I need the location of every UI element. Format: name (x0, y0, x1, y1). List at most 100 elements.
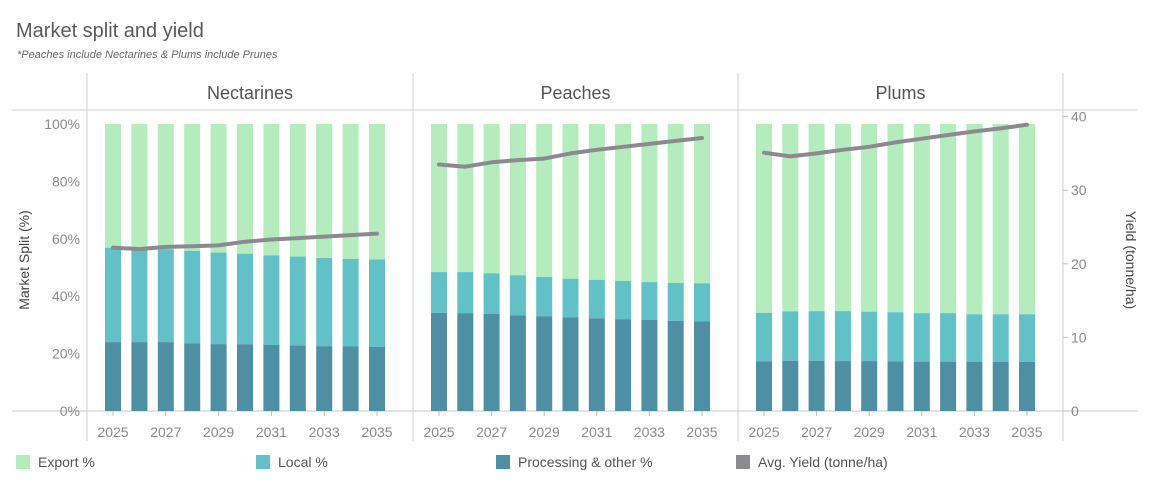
bar-processing (782, 360, 799, 411)
bar-local (1019, 314, 1035, 362)
bar-local (913, 313, 930, 362)
bar-processing (615, 319, 632, 411)
x-tick-label: 2033 (959, 424, 990, 440)
y-right-axis-label: Yield (tonne/ha) (1123, 211, 1139, 309)
x-tick-label: 2025 (97, 424, 128, 440)
legend-item-processing[interactable]: Processing & other % (496, 454, 653, 470)
bar-export (834, 124, 851, 312)
bar-processing (263, 344, 280, 411)
bar-processing (369, 346, 385, 411)
bar-local (131, 248, 148, 343)
legend-label-yield: Avg. Yield (tonne/ha) (758, 454, 888, 470)
legend-swatch-export (16, 455, 30, 469)
bar-processing (562, 317, 579, 411)
bar-local (342, 258, 359, 347)
axis-layer: 0% 20% 40% 60% 80% 100% 0 10 20 30 40 Nectarines 202… (44, 83, 1087, 440)
bar-processing (483, 313, 500, 411)
x-tick-label: 2035 (686, 424, 717, 440)
x-tick-label: 2031 (906, 424, 937, 440)
bar-local (237, 253, 253, 345)
bar-export (509, 124, 526, 276)
bar-export (913, 124, 930, 314)
bar-export (237, 124, 253, 254)
chart-subtitle: *Peaches include Nectarines & Plums incl… (17, 49, 278, 61)
yield-line (437, 136, 704, 169)
yield-line (111, 231, 379, 252)
legend-label-export: Export % (38, 454, 95, 470)
legend-swatch-yield (736, 455, 750, 469)
x-tick-label: 2027 (476, 424, 507, 440)
bar-export (756, 124, 772, 313)
legend-swatch-processing (496, 455, 510, 469)
bar-local (992, 314, 1009, 362)
bar-local (483, 273, 500, 314)
legend-label-processing: Processing & other % (518, 454, 653, 470)
bar-export (105, 124, 121, 248)
bar-export (667, 124, 684, 283)
bar-export (940, 124, 957, 314)
bar-processing (157, 342, 174, 411)
bar-local (289, 256, 306, 346)
x-tick-label: 2027 (150, 424, 181, 440)
bar-export (782, 124, 799, 312)
bar-processing (887, 361, 904, 411)
bar-local (316, 258, 333, 347)
bar-export (694, 124, 710, 284)
y-left-tick-label: 60% (52, 231, 80, 247)
x-tick-label: 2029 (529, 424, 560, 440)
legend-item-yield[interactable]: Avg. Yield (tonne/ha) (736, 454, 888, 470)
bar-local (157, 249, 174, 343)
bar-local (536, 276, 553, 317)
bar-processing (641, 320, 658, 411)
bar-export (157, 124, 174, 250)
x-tick-label: 2029 (854, 424, 885, 440)
legend-item-local[interactable]: Local % (256, 454, 328, 470)
x-tick-label: 2031 (581, 424, 612, 440)
x-tick-label: 2027 (801, 424, 832, 440)
y-right-tick-label: 30 (1071, 182, 1087, 198)
bar-processing (105, 342, 121, 411)
y-right-tick-label: 10 (1071, 329, 1087, 345)
bar-export (369, 124, 385, 260)
bar-processing (913, 361, 930, 411)
bar-local (509, 275, 526, 316)
bar-processing (536, 316, 553, 411)
bar-export (562, 124, 579, 279)
bar-export (457, 124, 474, 273)
bar-processing (431, 312, 447, 411)
x-tick-label: 2033 (309, 424, 340, 440)
legend-label-local: Local % (278, 454, 328, 470)
y-right-tick-label: 40 (1071, 109, 1087, 125)
bar-export (966, 124, 983, 315)
bar-local (808, 311, 825, 361)
bar-export (588, 124, 605, 280)
bar-export (342, 124, 359, 259)
bar-export (615, 124, 632, 281)
bar-local (641, 282, 658, 321)
bar-processing (509, 315, 526, 411)
bar-local (263, 255, 280, 345)
bar-processing (1019, 361, 1035, 411)
bar-export (808, 124, 825, 312)
bar-processing (808, 360, 825, 411)
bar-local (667, 282, 684, 321)
bar-processing (992, 361, 1009, 411)
y-left-axis-label: Market Split (%) (16, 210, 32, 310)
bar-local (861, 311, 878, 362)
bar-local (105, 247, 121, 343)
bar-local (615, 280, 632, 320)
panel-title: Peaches (540, 83, 610, 103)
bar-export (861, 124, 878, 312)
bar-export (263, 124, 280, 256)
bar-local (834, 311, 851, 362)
bar-processing (184, 343, 201, 411)
bar-processing (694, 321, 710, 411)
bar-local (756, 312, 772, 362)
legend-item-export[interactable]: Export % (16, 454, 95, 470)
bar-processing (131, 342, 148, 411)
bar-processing (966, 361, 983, 411)
bar-export (210, 124, 227, 253)
y-right-tick-label: 20 (1071, 256, 1087, 272)
bar-processing (457, 313, 474, 411)
bar-processing (289, 345, 306, 411)
